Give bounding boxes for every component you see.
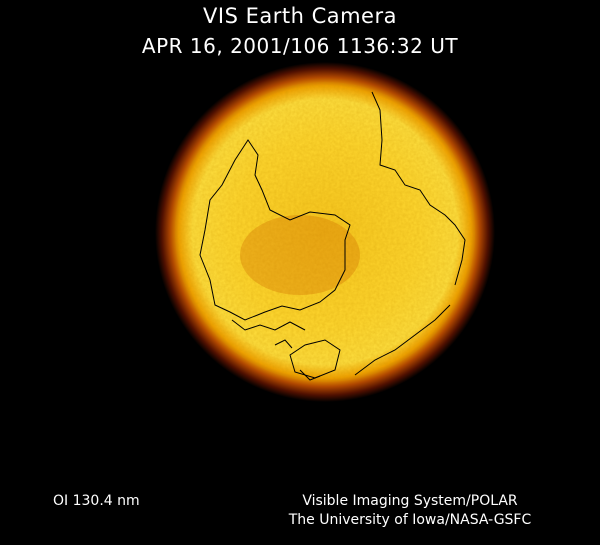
wavelength-label: OI 130.4 nm <box>53 493 140 509</box>
texture <box>175 82 475 382</box>
image-timestamp: APR 16, 2001/106 1136:32 UT <box>141 34 459 58</box>
coastlines <box>199 91 466 381</box>
image-title: VIS Earth Camera <box>203 4 397 28</box>
instrument-label: Visible Imaging System/POLAR <box>302 493 518 509</box>
credit-label: The University of Iowa/NASA-GSFC <box>288 512 532 528</box>
dark-region <box>240 215 360 295</box>
